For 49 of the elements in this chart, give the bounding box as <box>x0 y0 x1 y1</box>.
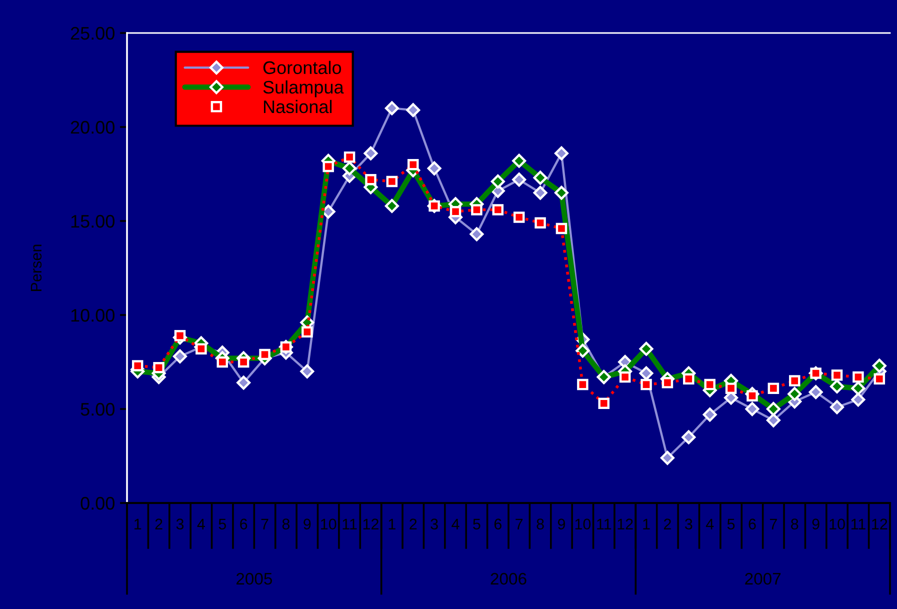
x-tick-label: 9 <box>304 518 311 530</box>
y-tick-label: 0.00 <box>80 496 114 510</box>
x-tick-label: 5 <box>727 518 735 530</box>
x-tick-label: 2 <box>155 518 162 530</box>
x-tick-label: 8 <box>536 518 544 530</box>
x-tick-label: 3 <box>430 518 438 530</box>
x-tick-label: 7 <box>261 518 268 530</box>
x-tick-label: 9 <box>812 518 820 530</box>
x-tick-label: 8 <box>282 518 290 530</box>
x-tick-label: 12 <box>872 518 888 530</box>
x-tick-label: 8 <box>791 518 798 530</box>
y-tick-label: 20.00 <box>70 120 114 134</box>
x-tick-label: 5 <box>473 518 480 530</box>
text: 2005 <box>236 572 272 585</box>
x-tick-label: 12 <box>363 518 378 530</box>
x-tick-label: 4 <box>706 518 714 530</box>
x-tick-label: 11 <box>597 518 612 530</box>
x-tick-label: 2 <box>664 518 671 530</box>
x-tick-label: 11 <box>851 518 866 530</box>
x-tick-label: 3 <box>684 518 692 530</box>
legend-label: Nasional <box>264 100 332 114</box>
x-tick-label: 6 <box>494 518 502 530</box>
x-tick-label: 6 <box>240 518 248 530</box>
y-tick-label: 15.00 <box>71 214 114 228</box>
text: 2006 <box>490 572 526 585</box>
x-tick-label: 5 <box>218 518 226 530</box>
x-tick-label: 4 <box>197 518 205 530</box>
x-tick-label: 10 <box>830 518 845 530</box>
x-tick-label: 4 <box>452 518 460 530</box>
x-tick-label: 1 <box>643 518 650 530</box>
y-tick-label: 25.00 <box>70 26 114 40</box>
y-tick-label: 5.00 <box>80 402 114 416</box>
x-tick-label: 1 <box>388 518 396 530</box>
x-tick-label: 11 <box>342 518 357 530</box>
y-tick-label: 10.00 <box>71 308 114 322</box>
x-tick-label: 1 <box>134 518 142 530</box>
text: 2007 <box>745 572 781 585</box>
x-tick-label: 6 <box>748 518 756 530</box>
x-tick-label: 3 <box>176 518 184 530</box>
x-tick-label: 10 <box>321 518 336 530</box>
x-tick-label: 2 <box>410 518 417 530</box>
legend-label: Gorontalo <box>263 60 342 74</box>
y-axis-title: Persen <box>30 244 42 291</box>
x-tick-label: 7 <box>770 518 777 530</box>
legend-label: Sulampua <box>263 80 344 98</box>
x-tick-label: 7 <box>516 518 523 530</box>
x-tick-label: 12 <box>618 518 633 530</box>
x-tick-label: 9 <box>558 518 566 530</box>
x-tick-label: 10 <box>575 518 591 530</box>
